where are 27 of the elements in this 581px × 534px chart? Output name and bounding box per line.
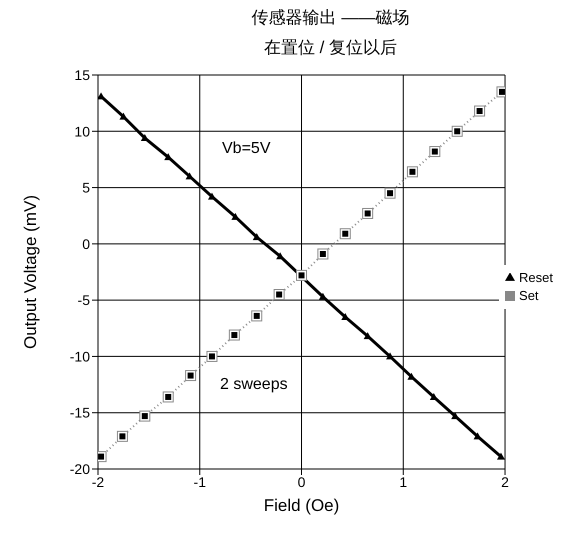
point [430,392,438,400]
point [496,452,505,460]
y-tick-label: -5 [78,292,90,308]
point [119,112,128,120]
chart-title: 传感器输出 ——磁场 [250,7,410,29]
legend-label: Reset [519,270,553,285]
point [208,192,216,200]
annotation: Vb=5V [222,140,270,158]
y-tick-label: 5 [82,180,90,196]
y-tick-label: -20 [70,460,90,477]
y-tick-label: 15 [74,66,90,83]
x-axis-title: Field (Oe) [264,496,340,515]
y-tick-label: 10 [74,123,90,140]
x-tick-label: 2 [501,474,510,490]
y-axis-title: Output Voltage (mV) [21,194,40,350]
x-tick-label: -2 [92,474,104,490]
x-tick-label: 0 [298,474,306,490]
x-tick-label: 1 [399,474,408,490]
chart-subtitle: 在置位 / 复位以后 [262,37,398,59]
legend-label: Set [519,288,539,303]
y-tick-label: -15 [70,404,90,421]
point [231,212,240,220]
y-tick-label: -10 [70,348,90,364]
x-tick-label: -1 [194,474,206,490]
point [407,372,416,380]
annotation: 2 sweeps [220,376,288,394]
y-tick-label: 0 [82,236,90,252]
